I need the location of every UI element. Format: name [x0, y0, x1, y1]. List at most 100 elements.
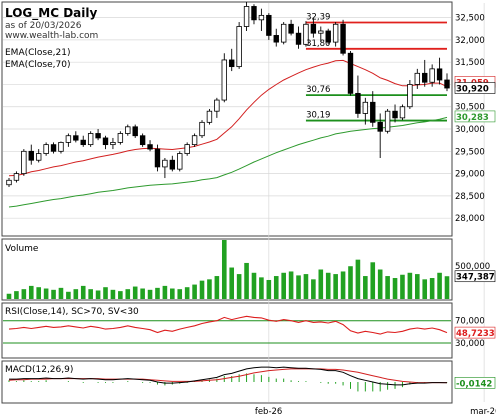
candle [251, 6, 257, 21]
candle [332, 23, 339, 43]
volume-bar [303, 274, 309, 299]
price-tick-label: 32,000 [455, 36, 485, 46]
ema70-line [8, 116, 448, 208]
price-last-label: 30,283 [456, 113, 489, 123]
date-tick-label: feb-26 [255, 407, 283, 417]
volume-bar [36, 287, 41, 299]
price-tick-label: 28,500 [455, 192, 485, 202]
macd-line [9, 366, 448, 386]
candle [236, 26, 242, 68]
candle [35, 153, 42, 161]
candle [102, 137, 109, 146]
candle [206, 110, 213, 123]
volume-bar [392, 278, 398, 299]
volume-bar [251, 272, 257, 299]
candle [50, 144, 57, 152]
candle [392, 110, 398, 119]
volume-bar [118, 291, 123, 299]
volume-bar [14, 291, 19, 299]
volume-bar [229, 267, 235, 299]
volume-bar [296, 275, 301, 299]
candle [444, 79, 450, 89]
price-tick-label: 29,500 [455, 147, 485, 157]
candle [384, 110, 391, 132]
ema21-legend: EMA(Close,21) [5, 48, 70, 58]
price-tick-label: 30,000 [455, 125, 485, 135]
candle [191, 135, 198, 146]
price-tick-label: 32,500 [455, 14, 485, 24]
candle [28, 150, 34, 161]
volume-bar [88, 289, 93, 299]
volume-bar [400, 274, 405, 299]
candle [87, 133, 94, 146]
volume-bar [415, 274, 420, 299]
candle [73, 135, 79, 141]
candle [370, 101, 376, 123]
candle [13, 173, 20, 181]
volume-bar [192, 284, 197, 299]
candle [422, 72, 428, 83]
support-level-label: 30,76 [306, 85, 330, 95]
volume-bar [429, 278, 435, 299]
volume-bar [43, 288, 49, 299]
volume-bar [266, 279, 272, 299]
volume-bar [214, 276, 220, 299]
volume-bar [28, 285, 34, 299]
candle [154, 148, 161, 168]
volume-bar [132, 286, 138, 299]
volume-bar [177, 289, 183, 299]
volume-bar [95, 290, 101, 299]
volume-title: Volume [5, 244, 39, 254]
candle [214, 99, 220, 112]
volume-bar [273, 276, 279, 299]
volume-bar [6, 293, 12, 299]
candle [177, 153, 183, 170]
candle [407, 84, 413, 108]
candle [266, 14, 272, 36]
candle [318, 30, 324, 34]
volume-last-label: 347,387 [456, 273, 495, 283]
volume-bar [125, 289, 131, 299]
volume-panel [1, 238, 453, 301]
chart-title: LOG_MC Daily [5, 6, 97, 21]
volume-bar [377, 269, 383, 299]
ema21-line [8, 59, 448, 177]
volume-bar [184, 287, 190, 299]
macd-panel [1, 360, 453, 404]
candle [347, 52, 354, 94]
volume-bar [199, 280, 205, 299]
candle [110, 141, 116, 146]
macd-last-label: -0,0142 [456, 379, 492, 389]
rsi-tick-label: 70,000 [455, 317, 485, 327]
candle [340, 23, 346, 54]
resistance-level-label: 31,80 [306, 39, 330, 49]
candle [310, 23, 317, 34]
candle [184, 144, 190, 154]
volume-bar [244, 262, 249, 299]
price-last-label-box [454, 110, 496, 123]
price-tick-label: 29,000 [455, 170, 485, 180]
volume-bar [236, 274, 242, 299]
macd-last-label-box [454, 377, 496, 389]
candle [21, 150, 27, 175]
volume-bar [311, 279, 316, 299]
support-level-label: 30,19 [306, 111, 330, 121]
candle [6, 179, 12, 186]
volume-bar [340, 271, 346, 299]
candle [303, 23, 309, 45]
date-tick-label: mar-26 [470, 407, 496, 417]
candle [273, 35, 279, 43]
volume-bar [370, 262, 376, 299]
macd-title: MACD(12,26,9) [5, 365, 73, 375]
volume-bar [170, 288, 175, 299]
candle [147, 144, 153, 150]
candle [43, 144, 49, 154]
candle [288, 23, 294, 34]
rsi-last-label: 48,7233 [456, 329, 495, 339]
candle [325, 30, 331, 43]
candle [199, 121, 205, 137]
volume-bar [422, 279, 428, 299]
volume-bar [348, 266, 353, 299]
candle [362, 101, 369, 114]
volume-bar [363, 276, 368, 299]
